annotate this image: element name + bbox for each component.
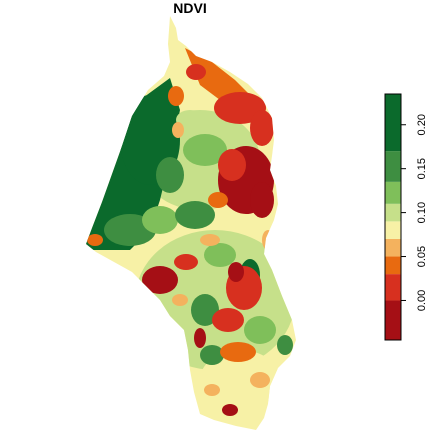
legend-tick-label: 0.20	[416, 114, 428, 135]
legend-bin-3	[385, 238, 401, 257]
map-title: NDVI	[173, 0, 207, 16]
legend-colorbar-frame	[384, 93, 402, 341]
legend-colorbar	[385, 94, 401, 340]
legend-bin-6	[385, 181, 401, 204]
legend-tick-label: 0.15	[416, 158, 428, 179]
legend-tick-label: 0.05	[416, 246, 428, 267]
legend-axis: 0.00 0.05 0.10 0.15 0.20	[401, 114, 428, 311]
legend-bin-2	[385, 256, 401, 275]
legend-bin-1	[385, 274, 401, 301]
legend-bin-7	[385, 151, 401, 182]
legend-tick-label: 0.00	[416, 290, 428, 311]
legend-bin-4	[385, 221, 401, 239]
legend-bin-8	[385, 94, 401, 152]
legend-bin-5	[385, 203, 401, 222]
legend-bin-0	[385, 300, 401, 340]
legend-tick-label: 0.10	[416, 202, 428, 223]
